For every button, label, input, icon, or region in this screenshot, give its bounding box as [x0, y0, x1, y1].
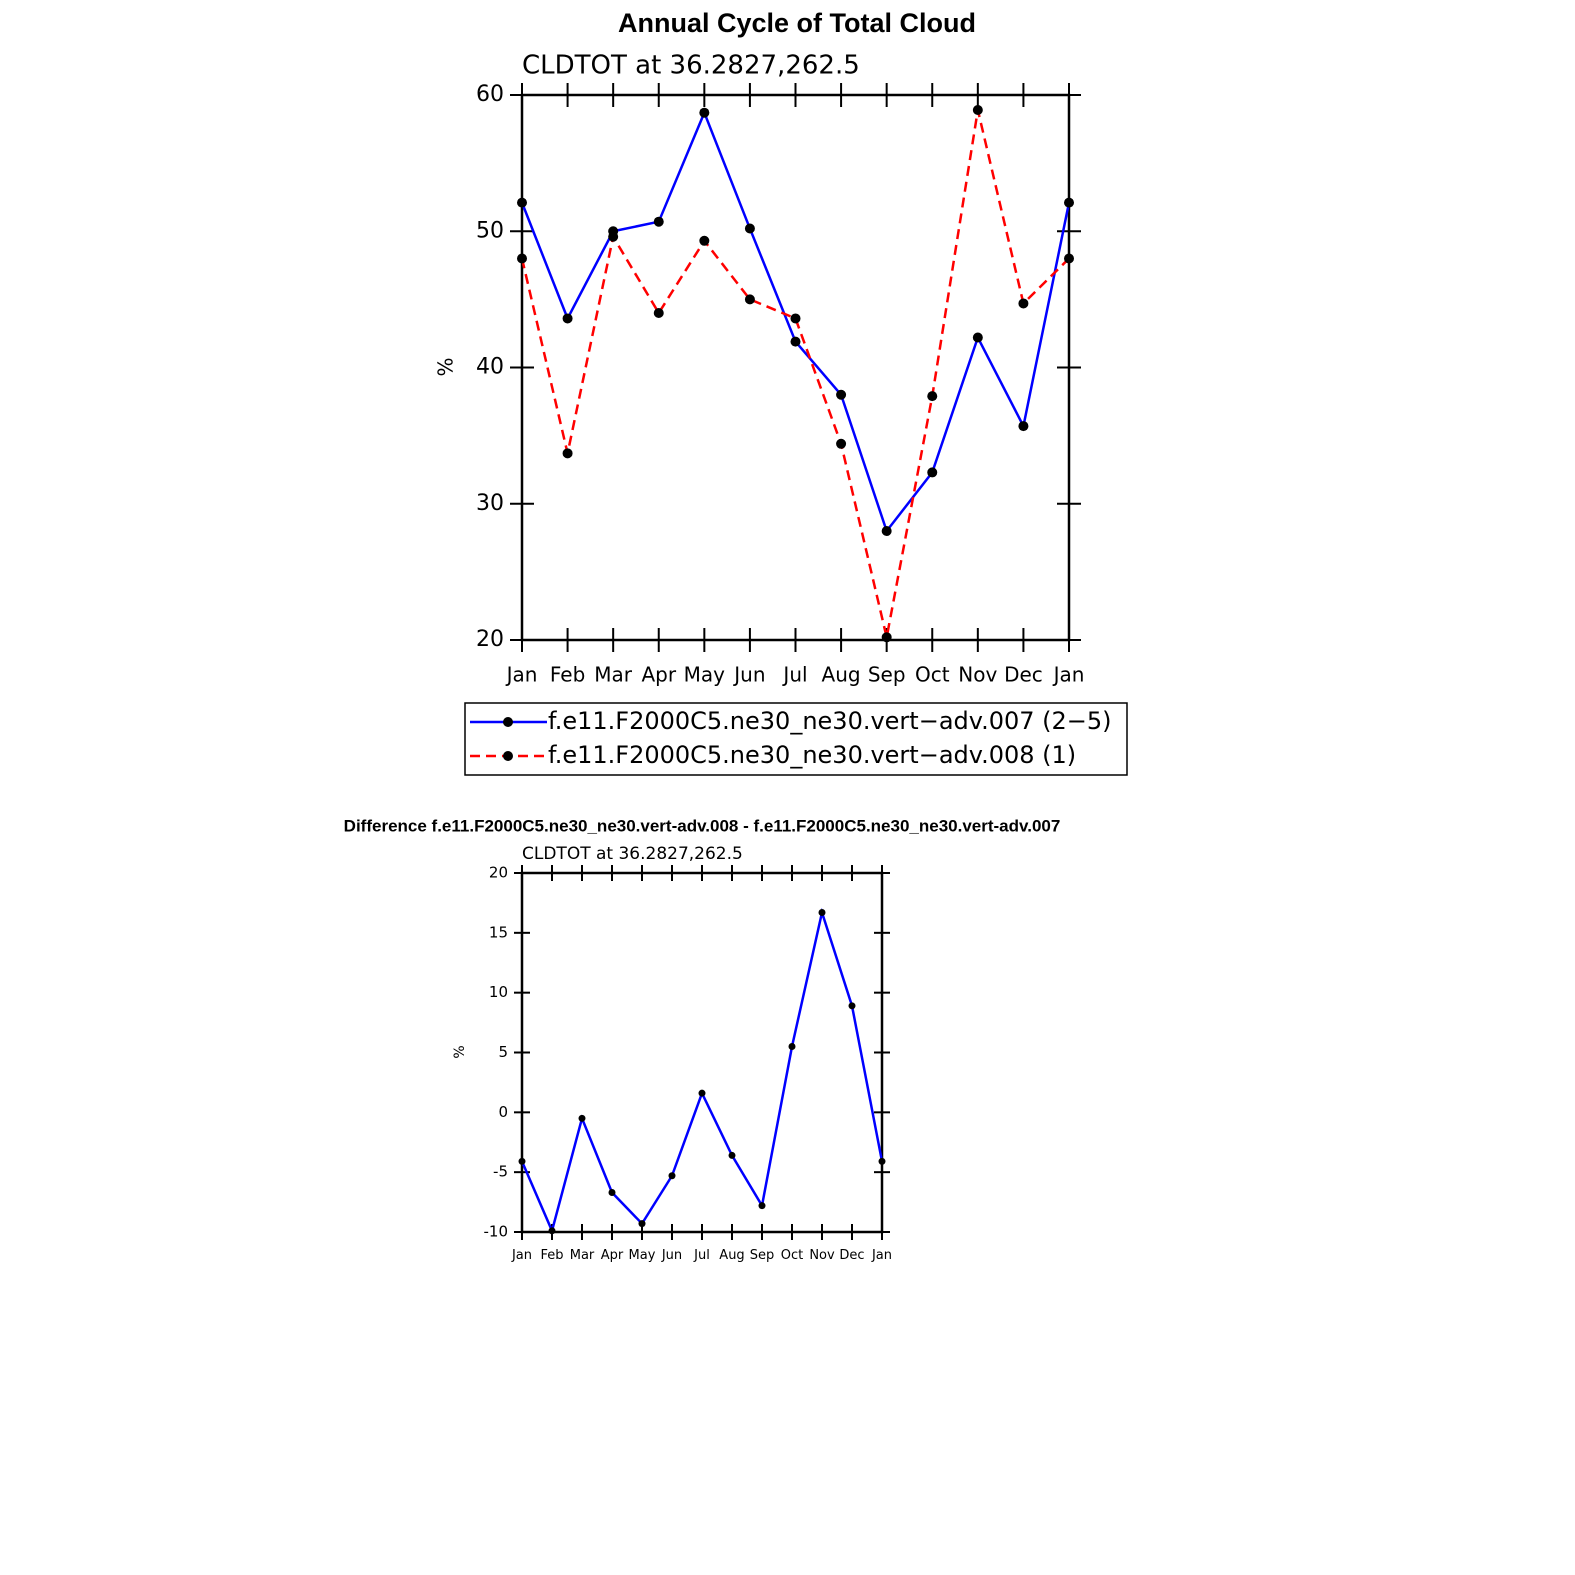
legend-label: f.e11.F2000C5.ne30_ne30.vert−adv.008 (1)	[548, 741, 1076, 769]
x-tick-label: Sep	[750, 1248, 775, 1263]
x-tick-label: Apr	[641, 663, 676, 687]
y-tick-label: 60	[476, 82, 504, 107]
x-tick-label: May	[684, 663, 726, 687]
x-tick-label: Oct	[781, 1248, 803, 1263]
y-axis-label: %	[434, 357, 458, 376]
data-point	[836, 389, 847, 400]
x-tick-label: Oct	[915, 663, 950, 687]
chart-title: Difference f.e11.F2000C5.ne30_ne30.vert-…	[344, 816, 1061, 835]
y-tick-label: -10	[484, 1223, 509, 1241]
x-tick-label: Mar	[594, 663, 633, 687]
data-point	[878, 1157, 886, 1165]
data-point	[788, 1043, 796, 1051]
data-point	[562, 313, 573, 324]
x-tick-label: Aug	[719, 1248, 744, 1263]
data-point	[1064, 253, 1074, 264]
y-tick-label: 20	[476, 627, 504, 652]
data-point	[578, 1114, 586, 1122]
y-tick-label: 40	[476, 355, 504, 380]
y-tick-label: 15	[489, 923, 508, 941]
x-tick-label: Feb	[550, 663, 585, 687]
data-point	[881, 526, 892, 536]
legend-frame	[464, 702, 1128, 776]
x-tick-label: Dec	[839, 1248, 864, 1263]
x-tick-label: Jan	[511, 1248, 532, 1263]
x-tick-label: Jul	[693, 1248, 710, 1263]
x-tick-label: Aug	[822, 663, 861, 687]
y-axis-label: %	[452, 1045, 468, 1058]
x-tick-label: May	[629, 1248, 656, 1263]
data-point	[562, 448, 573, 459]
x-tick-label: Jul	[781, 663, 807, 687]
plot-frame	[520, 93, 1071, 642]
legend-marker	[503, 717, 513, 727]
x-tick-label: Dec	[1004, 663, 1043, 687]
x-tick-label: Nov	[958, 663, 997, 687]
y-tick-label: 50	[476, 218, 504, 243]
x-tick-label: Jan	[871, 1248, 892, 1263]
data-point	[638, 1220, 646, 1228]
legend-marker	[503, 751, 513, 761]
data-point	[972, 332, 983, 343]
data-point	[518, 1157, 526, 1165]
data-point	[1018, 421, 1029, 432]
data-point	[1064, 197, 1074, 208]
data-point	[668, 1172, 676, 1180]
data-point	[608, 1189, 616, 1197]
data-point	[818, 908, 826, 916]
x-tick-label: Jan	[505, 663, 538, 687]
data-point	[848, 1002, 856, 1010]
data-point	[758, 1202, 766, 1210]
x-tick-label: Jun	[661, 1248, 682, 1263]
data-point	[517, 253, 527, 264]
data-point	[653, 216, 664, 227]
data-point	[790, 336, 801, 347]
data-point	[548, 1227, 556, 1235]
data-point	[728, 1151, 736, 1159]
chart-subtitle: CLDTOT at 36.2827,262.5	[522, 844, 743, 864]
y-tick-label: 20	[489, 864, 508, 882]
data-point	[972, 104, 983, 115]
legend-label: f.e11.F2000C5.ne30_ne30.vert−adv.007 (2−…	[548, 707, 1112, 735]
data-point	[790, 313, 801, 324]
data-point	[653, 308, 664, 318]
data-point	[699, 235, 710, 246]
plot-frame	[520, 871, 884, 1234]
x-tick-label: Apr	[601, 1248, 624, 1263]
y-tick-label: 0	[498, 1103, 508, 1121]
chart-subtitle: CLDTOT at 36.2827,262.5	[522, 51, 860, 81]
data-point	[744, 294, 755, 305]
y-tick-label: 10	[489, 983, 508, 1001]
data-point	[927, 467, 938, 478]
x-tick-label: Feb	[540, 1248, 563, 1263]
y-tick-label: 30	[476, 491, 504, 516]
chart-title: Annual Cycle of Total Cloud	[618, 8, 976, 38]
data-point	[744, 223, 755, 234]
x-tick-label: Nov	[809, 1248, 835, 1263]
series-line	[520, 109, 1070, 638]
x-tick-label: Jan	[1052, 663, 1085, 687]
y-tick-label: 5	[498, 1043, 508, 1061]
y-tick-label: -5	[493, 1163, 508, 1181]
data-point	[608, 231, 619, 242]
x-tick-label: Sep	[868, 663, 906, 687]
data-point	[698, 1089, 706, 1097]
data-point	[1018, 298, 1029, 309]
data-point	[881, 632, 892, 643]
data-point	[927, 391, 938, 402]
x-tick-label: Mar	[570, 1248, 595, 1263]
data-point	[699, 107, 710, 118]
x-tick-label: Jun	[732, 663, 765, 687]
data-point	[517, 197, 527, 208]
data-point	[836, 438, 847, 449]
series-line	[520, 907, 884, 1235]
